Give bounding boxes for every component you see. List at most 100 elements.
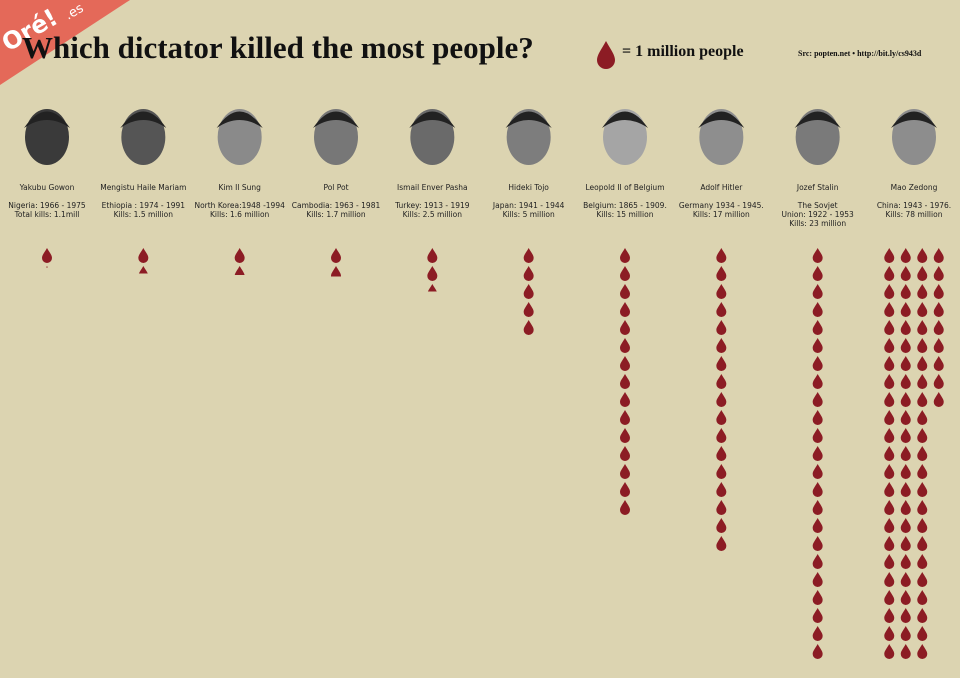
drop — [917, 554, 928, 569]
drop — [812, 644, 823, 659]
drop — [812, 572, 823, 587]
drop — [716, 248, 727, 263]
drop — [812, 500, 823, 515]
value-label: Kills: 17 million — [693, 210, 750, 219]
drop — [884, 536, 895, 551]
drop — [884, 284, 895, 299]
drop — [917, 572, 928, 587]
chart-title: Which dictator killed the most people? — [22, 30, 534, 65]
drop — [523, 302, 534, 317]
drop — [933, 374, 944, 389]
drop — [933, 284, 944, 299]
dictator-name: Hideki Tojo — [508, 183, 549, 192]
dictator-detail: Belgium: 1865 - 1909. — [583, 201, 667, 210]
drop — [884, 410, 895, 425]
drop — [900, 500, 911, 515]
drop — [716, 464, 727, 479]
drop — [933, 248, 944, 263]
drop — [917, 500, 928, 515]
drop — [900, 608, 911, 623]
drop — [716, 518, 727, 533]
drop — [917, 338, 928, 353]
drop — [716, 338, 727, 353]
drop — [917, 356, 928, 371]
drop — [900, 482, 911, 497]
drop — [812, 590, 823, 605]
drop — [812, 518, 823, 533]
drop — [620, 320, 630, 335]
drop-column — [427, 248, 438, 292]
drop — [884, 482, 895, 497]
drop — [523, 266, 534, 281]
portrait-hair — [698, 111, 745, 128]
drop — [884, 572, 895, 587]
drop — [900, 266, 911, 281]
drop — [917, 428, 928, 443]
drop — [884, 644, 895, 659]
drop — [716, 500, 727, 515]
drop — [812, 338, 823, 353]
drop — [716, 428, 727, 443]
drop — [620, 500, 630, 515]
drop — [917, 626, 928, 641]
drop — [933, 392, 944, 407]
drop — [884, 590, 895, 605]
dictator-detail: Nigeria: 1966 - 1975 — [8, 201, 86, 210]
drop — [812, 446, 823, 461]
portrait-hair — [313, 111, 359, 128]
value-label: Kills: 1.6 million — [210, 210, 270, 219]
drop — [884, 338, 895, 353]
drop — [917, 374, 928, 389]
dictator-name: Adolf Hitler — [700, 183, 743, 192]
drop — [812, 266, 823, 281]
drop — [900, 536, 911, 551]
drop — [884, 356, 895, 371]
drop — [716, 446, 727, 461]
drop — [900, 644, 911, 659]
drop-column — [620, 248, 630, 515]
portrait-hair — [409, 111, 456, 128]
drop-column — [42, 248, 52, 268]
value-label: Kills: 78 million — [886, 210, 943, 219]
drop — [620, 284, 630, 299]
drop — [42, 248, 52, 263]
dictator-detail: Union: 1922 - 1953 — [782, 210, 854, 219]
drop — [884, 608, 895, 623]
drop — [620, 446, 630, 461]
drop — [900, 572, 911, 587]
drop — [716, 284, 727, 299]
drop — [523, 284, 534, 299]
drop — [900, 626, 911, 641]
drop — [917, 284, 928, 299]
dictator-detail: China: 1943 - 1976. — [877, 201, 951, 210]
drop — [884, 248, 895, 263]
drop — [331, 248, 341, 263]
drop — [900, 356, 911, 371]
portrait-head — [121, 109, 166, 165]
drop — [933, 338, 944, 353]
drop — [620, 266, 630, 281]
watermark-banner — [0, 0, 130, 85]
portrait-head — [506, 109, 551, 165]
source: Src: popten.net • http://bit.ly/cs943d — [798, 49, 922, 58]
drop — [620, 302, 630, 317]
drop — [917, 518, 928, 533]
drop — [620, 338, 630, 353]
dictator-name: Ismail Enver Pasha — [397, 183, 468, 192]
drop — [716, 266, 727, 281]
drop — [884, 554, 895, 569]
dictator-detail: Japan: 1941 - 1944 — [492, 201, 565, 210]
drop — [900, 338, 911, 353]
drop-column — [884, 248, 944, 659]
drop — [716, 374, 727, 389]
drop — [812, 392, 823, 407]
drop — [884, 266, 895, 281]
drop — [620, 482, 630, 497]
drop — [884, 500, 895, 515]
drop — [917, 302, 928, 317]
value-label: Kills: 15 million — [597, 210, 654, 219]
drop — [812, 482, 823, 497]
drop — [716, 356, 727, 371]
drop — [917, 446, 928, 461]
